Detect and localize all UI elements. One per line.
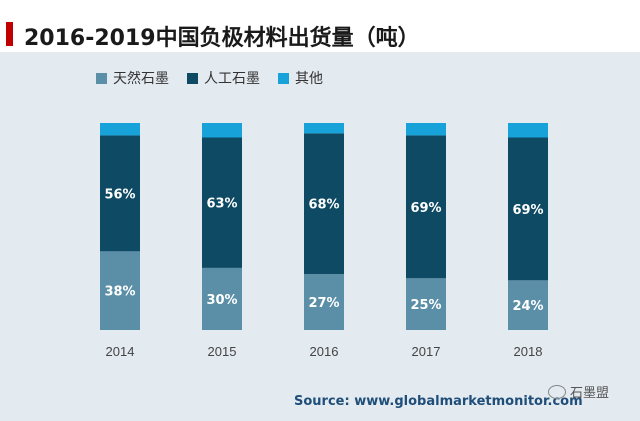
- bar-natural-2015: [202, 267, 242, 330]
- bar-other-2015: [202, 123, 242, 138]
- legend-label-artificial: 人工石墨: [204, 71, 260, 87]
- legend-label-natural: 天然石墨: [113, 71, 169, 87]
- title-accent-bar: [6, 22, 13, 46]
- data-label-natural-2014: 38%: [104, 285, 135, 300]
- legend: 天然石墨 人工石墨 其他: [96, 68, 323, 88]
- title-bar: 2016-2019中国负极材料出货量（吨）: [0, 8, 640, 52]
- legend-item-other: 其他: [278, 68, 323, 88]
- x-tick-2014: 2014: [106, 344, 135, 359]
- bar-other-2016: [304, 123, 344, 134]
- data-label-artificial-2018: 69%: [512, 203, 543, 218]
- data-label-artificial-2015: 63%: [206, 197, 237, 212]
- legend-label-other: 其他: [295, 71, 323, 87]
- legend-item-natural-graphite: 天然石墨: [96, 68, 169, 88]
- bar-natural-2018: [508, 280, 548, 330]
- chart-title: 2016-2019中国负极材料出货量（吨）: [24, 26, 420, 51]
- data-label-natural-2017: 25%: [410, 298, 441, 313]
- bar-artificial-2014: [100, 135, 140, 252]
- x-tick-2016: 2016: [310, 344, 339, 359]
- bar-artificial-2017: [406, 135, 446, 279]
- legend-item-artificial-graphite: 人工石墨: [187, 68, 260, 88]
- watermark: 石墨盟: [548, 382, 609, 401]
- data-label-artificial-2017: 69%: [410, 201, 441, 216]
- wechat-icon: [548, 384, 566, 399]
- bar-natural-2014: [100, 251, 140, 330]
- bar-artificial-2015: [202, 137, 242, 268]
- x-tick-2018: 2018: [514, 344, 543, 359]
- data-label-natural-2016: 27%: [308, 296, 339, 311]
- source-note: Source: www.globalmarketmonitor.com: [294, 394, 583, 409]
- x-tick-2017: 2017: [412, 344, 441, 359]
- bar-natural-2016: [304, 274, 344, 330]
- data-label-artificial-2016: 68%: [308, 198, 339, 213]
- data-label-artificial-2014: 56%: [104, 187, 135, 202]
- bar-artificial-2018: [508, 137, 548, 281]
- bar-other-2014: [100, 123, 140, 136]
- bar-other-2017: [406, 123, 446, 136]
- x-tick-2015: 2015: [208, 344, 237, 359]
- legend-swatch-other: [278, 72, 289, 84]
- bar-artificial-2016: [304, 133, 344, 275]
- legend-swatch-natural: [96, 72, 107, 84]
- legend-swatch-artificial: [187, 72, 198, 84]
- watermark-label: 石墨盟: [570, 386, 610, 401]
- bar-natural-2017: [406, 278, 446, 330]
- bar-other-2018: [508, 123, 548, 138]
- data-label-natural-2018: 24%: [512, 299, 543, 314]
- data-label-natural-2015: 30%: [206, 293, 237, 308]
